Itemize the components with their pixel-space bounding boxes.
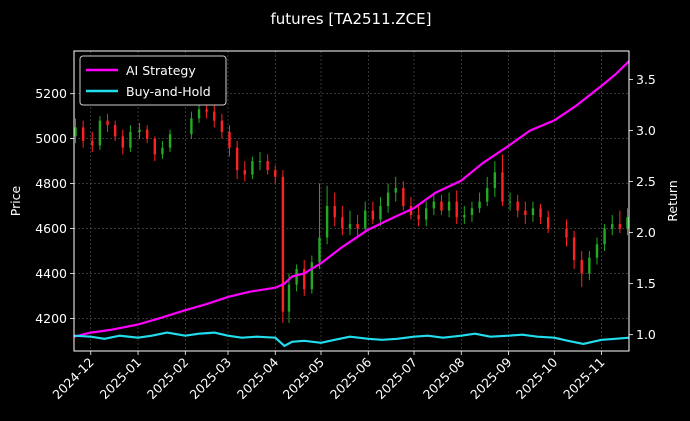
candle-body xyxy=(287,284,291,312)
candle-body xyxy=(348,224,352,229)
candle-body xyxy=(98,120,102,146)
candle-body xyxy=(274,170,277,177)
candle-body xyxy=(341,217,344,229)
candle-body xyxy=(81,127,85,141)
y-axis-left-title: Price xyxy=(8,185,23,216)
y-left-tick-label: 5200 xyxy=(35,86,67,101)
series-line-ai-strategy xyxy=(73,60,630,338)
candle-body xyxy=(303,268,306,290)
legend-box xyxy=(79,55,227,106)
candle-body xyxy=(580,259,583,274)
candle-body xyxy=(565,228,568,238)
candle-body xyxy=(402,188,405,207)
candle-body xyxy=(603,228,606,245)
plot-frame xyxy=(73,50,630,352)
y-right-tick-label: 1.5 xyxy=(636,276,656,291)
candle-body xyxy=(106,120,109,126)
candle-body xyxy=(266,161,269,171)
candle-body xyxy=(153,138,157,155)
candle-body xyxy=(595,244,599,258)
candle-body xyxy=(417,215,420,220)
candle-body xyxy=(524,210,527,216)
candle-body xyxy=(531,208,535,216)
y-right-tick-label: 2.0 xyxy=(636,225,656,240)
candle-body xyxy=(333,206,336,218)
y-axis-left: 4200 4400 4600 4800 5000 5200 xyxy=(35,86,74,326)
candle-body xyxy=(281,176,285,312)
y-axis-right: 1.0 1.5 2.0 2.5 3.0 3.5 xyxy=(629,72,656,342)
candle-body xyxy=(129,131,132,148)
candle-body xyxy=(243,170,246,175)
candle-body xyxy=(121,136,124,148)
legend: AI Strategy Buy-and-Hold xyxy=(79,55,227,106)
candle-body xyxy=(310,262,314,290)
candle-body xyxy=(572,237,576,260)
y-left-tick-label: 4400 xyxy=(35,266,67,281)
candle-body xyxy=(258,161,262,163)
candle-body xyxy=(432,201,436,209)
candle-body xyxy=(486,188,489,202)
candle-body xyxy=(626,217,629,229)
candle-body xyxy=(379,206,382,220)
y-axis-right-title: Return xyxy=(665,180,680,221)
y-right-tick-label: 3.0 xyxy=(636,123,656,138)
candle-body xyxy=(463,215,466,218)
return-series xyxy=(73,60,630,347)
candle-body xyxy=(228,131,231,148)
candle-body xyxy=(295,268,298,285)
candle-body xyxy=(145,129,149,139)
candle-body xyxy=(546,217,550,229)
candle-body xyxy=(611,224,614,229)
y-left-tick-label: 4800 xyxy=(35,176,67,191)
candle-body xyxy=(478,201,481,209)
y-left-tick-label: 4600 xyxy=(35,221,67,236)
series-line-buy-and-hold xyxy=(73,331,630,347)
candle-body xyxy=(425,208,428,220)
candle-body xyxy=(113,125,117,137)
candle-body xyxy=(618,224,622,229)
y-right-tick-label: 1.0 xyxy=(636,327,656,342)
candle-body xyxy=(447,201,451,211)
candle-body xyxy=(168,134,172,148)
candle-body xyxy=(440,201,443,211)
candle-body xyxy=(197,109,201,119)
candle-body xyxy=(356,224,359,229)
candle-body xyxy=(161,147,164,155)
y-right-tick-label: 2.5 xyxy=(636,174,656,189)
candle-body xyxy=(394,188,397,193)
candle-body xyxy=(501,172,504,202)
candle-body xyxy=(251,161,254,175)
y-left-tick-label: 4200 xyxy=(35,311,67,326)
candlestick-series xyxy=(74,98,629,323)
candle-body xyxy=(588,257,591,274)
y-left-tick-label: 5000 xyxy=(35,131,67,146)
candle-body xyxy=(213,111,216,121)
candle-body xyxy=(235,147,239,171)
candle-body xyxy=(516,201,519,211)
candle-body xyxy=(74,127,77,137)
candle-body xyxy=(371,210,375,220)
chart-title: futures [TA2511.ZCE] xyxy=(271,10,432,28)
y-right-tick-label: 3.5 xyxy=(636,72,656,87)
candle-body xyxy=(386,192,390,207)
candle-body xyxy=(455,201,458,218)
candle-body xyxy=(138,129,141,132)
candle-body xyxy=(508,201,512,203)
candle-body xyxy=(539,208,542,218)
candle-body xyxy=(493,172,497,189)
legend-label-buy-and-hold: Buy-and-Hold xyxy=(126,84,211,99)
candle-body xyxy=(205,109,208,112)
candle-body xyxy=(91,140,94,146)
candle-body xyxy=(220,120,224,132)
legend-label-ai-strategy: AI Strategy xyxy=(126,63,196,78)
candle-body xyxy=(325,206,329,238)
candle-body xyxy=(190,118,193,135)
candle-body xyxy=(470,208,474,216)
candle-body xyxy=(318,237,321,263)
candle-body xyxy=(364,210,367,229)
